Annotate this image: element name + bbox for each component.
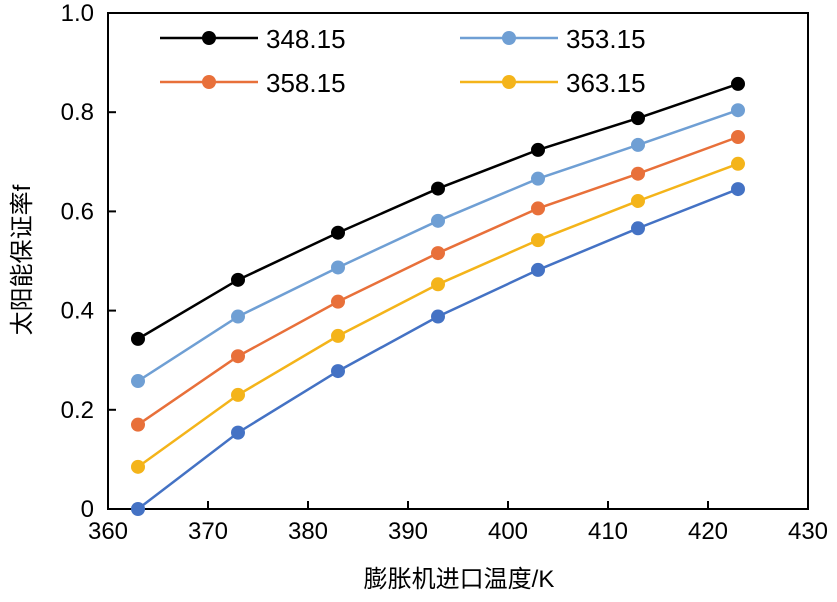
data-point [731, 156, 745, 171]
y-axis-ticks: 0 0.2 0.4 0.6 0.8 1.0 [61, 0, 116, 523]
y-tick-label: 0 [81, 496, 94, 523]
y-tick-label: 1.0 [61, 0, 94, 27]
y-tick-label: 0.2 [61, 397, 94, 424]
x-axis-label: 膨胀机进口温度/K [364, 566, 555, 593]
data-point [131, 417, 145, 432]
y-tick-label: 0.8 [61, 99, 94, 126]
data-point [631, 166, 645, 181]
data-point [531, 201, 545, 216]
series-358-15 [131, 130, 745, 432]
data-point [331, 294, 345, 309]
x-tick-label: 420 [688, 518, 728, 545]
data-point [431, 181, 445, 196]
series-unlabeled [131, 182, 745, 516]
legend-marker [502, 75, 516, 89]
legend-marker [202, 75, 216, 89]
data-point [231, 387, 245, 402]
series-line [137, 187, 739, 510]
x-tick-label: 380 [288, 518, 328, 545]
data-point [631, 137, 645, 152]
data-point [531, 171, 545, 186]
data-point [431, 246, 445, 261]
data-point [231, 349, 245, 364]
y-axis-label: 太阳能保证率f [9, 184, 36, 335]
data-point [131, 459, 145, 474]
data-point [231, 309, 245, 324]
legend-marker [202, 31, 216, 45]
data-point [331, 328, 345, 343]
x-tick-label: 360 [88, 518, 128, 545]
legend-item: 363.15 [460, 68, 646, 98]
x-tick-label: 370 [188, 518, 228, 545]
legend-item: 348.15 [160, 24, 346, 54]
legend-label: 353.15 [566, 24, 646, 54]
legend-label: 363.15 [566, 68, 646, 98]
data-point [131, 331, 145, 346]
legend-item: 353.15 [460, 24, 646, 54]
legend-label: 358.15 [266, 68, 346, 98]
data-point [431, 213, 445, 228]
x-tick-label: 430 [788, 518, 828, 545]
legend: 348.15 353.15 358.15 363.15 [160, 24, 646, 98]
x-tick-label: 400 [488, 518, 528, 545]
series-353-15 [131, 103, 745, 389]
data-point [731, 103, 745, 118]
data-point [531, 262, 545, 277]
data-point [731, 76, 745, 91]
series-363-15 [131, 156, 745, 474]
data-point [531, 142, 545, 157]
plot-frame [107, 12, 809, 510]
data-point [431, 309, 445, 324]
x-axis-ticks: 360 370 380 390 400 410 420 430 [88, 501, 828, 545]
series-line [137, 109, 739, 383]
data-series [131, 76, 745, 516]
data-point [731, 130, 745, 144]
data-point [631, 193, 645, 208]
data-point [231, 425, 245, 440]
x-tick-label: 410 [588, 518, 628, 545]
data-point [331, 364, 345, 379]
data-point [131, 374, 145, 389]
series-line [137, 82, 739, 340]
data-point [331, 260, 345, 275]
data-point [531, 233, 545, 248]
series-348-15 [131, 76, 745, 346]
legend-marker [502, 31, 516, 45]
axes [107, 12, 809, 510]
data-point [631, 111, 645, 126]
legend-item: 358.15 [160, 68, 346, 98]
data-point [131, 502, 145, 516]
y-tick-label: 0.6 [61, 198, 94, 225]
legend-label: 348.15 [266, 24, 346, 54]
data-point [431, 277, 445, 292]
x-tick-label: 390 [388, 518, 428, 545]
data-point [631, 221, 645, 236]
data-point [231, 272, 245, 287]
y-tick-label: 0.4 [61, 298, 94, 325]
data-point [731, 182, 745, 197]
data-point [331, 225, 345, 240]
